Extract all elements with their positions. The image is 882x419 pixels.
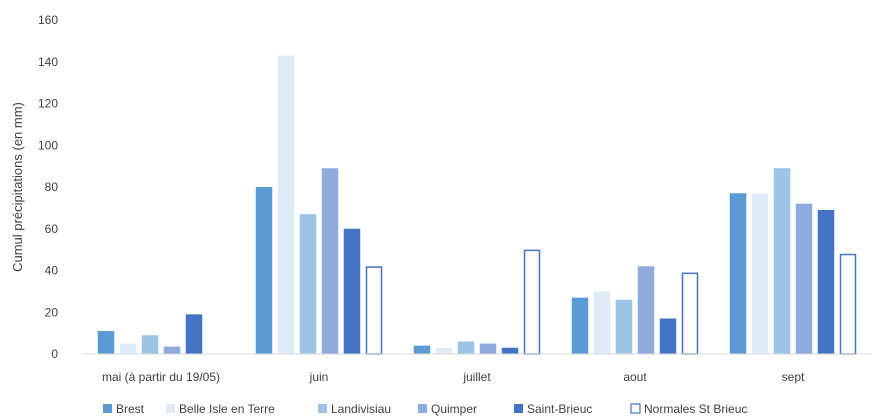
legend-label: Saint-Brieuc	[527, 402, 592, 416]
y-axis-ticks: 0 20 40 60 80 100 120 140 160	[38, 13, 58, 361]
y-tick-label: 160	[38, 13, 58, 27]
bar-landivisiau-3	[615, 299, 633, 354]
x-category-label: juillet	[462, 370, 491, 384]
legend-swatch-quimper	[418, 404, 427, 413]
legend-label: Belle Isle en Terre	[179, 402, 275, 416]
legend-swatch-belle-isle-en-terre	[166, 404, 175, 413]
legend-label: Quimper	[431, 402, 477, 416]
y-tick-label: 40	[45, 264, 59, 278]
bar-saint-brieuc-0	[185, 314, 203, 354]
bar-brest-2	[413, 345, 431, 354]
legend-swatch-brest	[103, 404, 112, 413]
bar-quimper-1	[321, 168, 339, 354]
bar-normales-st-brieuc-4	[839, 253, 857, 355]
bar-quimper-2	[479, 343, 497, 354]
bars	[97, 55, 857, 355]
bar-landivisiau-2	[457, 341, 475, 354]
legend-label: Landivisiau	[331, 402, 391, 416]
legend-label: Normales St Brieuc	[644, 402, 747, 416]
bar-brest-1	[255, 187, 273, 354]
bar-belle-isle-en-terre-4	[751, 193, 769, 354]
bar-belle-isle-en-terre-1	[277, 55, 295, 355]
bar-belle-isle-en-terre-2	[435, 347, 453, 354]
y-tick-label: 120	[38, 97, 58, 111]
y-tick-label: 0	[51, 347, 58, 361]
bar-saint-brieuc-1	[343, 228, 361, 354]
x-category-label: aout	[623, 370, 647, 384]
bar-brest-4	[729, 193, 747, 354]
bar-landivisiau-1	[299, 214, 317, 354]
bar-quimper-4	[795, 203, 813, 354]
bar-brest-3	[571, 297, 589, 354]
x-category-label: juin	[309, 370, 329, 384]
bar-normales-st-brieuc-1	[365, 266, 383, 355]
legend-swatch-landivisiau	[318, 404, 327, 413]
bar-quimper-3	[637, 266, 655, 354]
bar-saint-brieuc-3	[659, 318, 677, 354]
y-axis-label: Cumul précipitations (en mm)	[10, 102, 25, 272]
x-category-label: mai (à partir du 19/05)	[102, 370, 220, 384]
bar-belle-isle-en-terre-0	[119, 343, 137, 354]
legend-label: Brest	[116, 402, 145, 416]
bar-saint-brieuc-2	[501, 347, 519, 354]
legend: Brest Belle Isle en Terre Landivisiau Quimp…	[103, 402, 747, 416]
legend-swatch-saint-brieuc	[514, 404, 523, 413]
bar-brest-0	[97, 331, 115, 354]
bar-normales-st-brieuc-2	[523, 249, 541, 355]
y-tick-label: 60	[45, 222, 59, 236]
bar-saint-brieuc-4	[817, 209, 835, 354]
y-tick-label: 80	[45, 180, 59, 194]
legend-swatch-normales-st-brieuc	[630, 403, 641, 414]
bar-belle-isle-en-terre-3	[593, 291, 611, 354]
y-tick-label: 140	[38, 55, 58, 69]
bar-landivisiau-0	[141, 335, 159, 354]
x-axis-category-labels: mai (à partir du 19/05) juin juillet aout se…	[102, 370, 805, 384]
x-category-label: sept	[782, 370, 805, 384]
bar-landivisiau-4	[773, 168, 791, 354]
bar-normales-st-brieuc-3	[681, 272, 699, 355]
y-tick-label: 20	[45, 305, 59, 319]
y-tick-label: 100	[38, 138, 58, 152]
bar-quimper-0	[163, 346, 181, 354]
